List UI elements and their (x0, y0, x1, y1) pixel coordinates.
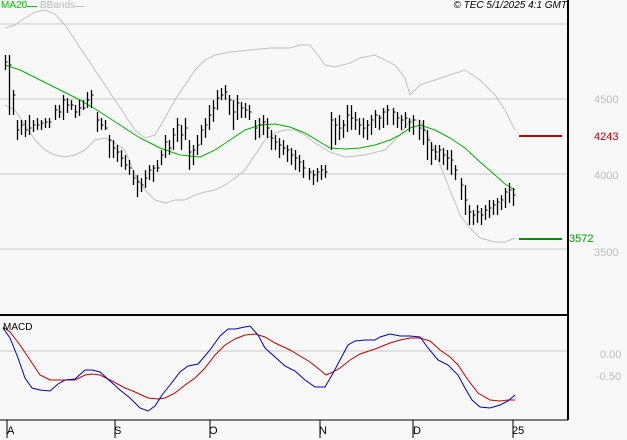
price-axis-label: 3500 (594, 247, 619, 259)
resistance-label: 4243 (594, 131, 619, 143)
macd-lines (2, 325, 516, 412)
x-tick-aug: A (7, 425, 15, 437)
chart-frame (0, 0, 569, 421)
legend-bbands: BBands (40, 0, 76, 11)
price-axis-label: 4500 (594, 94, 619, 106)
macd-axis-label: -0.50 (596, 371, 622, 383)
x-tick-2025: 25 (512, 425, 525, 437)
price-bars (4, 55, 516, 225)
x-axis-ticks (6, 420, 514, 438)
price-axis-label: 4000 (594, 170, 619, 182)
copyright-text: © TEC 5/1/2025 4:1 GMT (453, 0, 567, 11)
x-tick-oct: O (209, 425, 218, 437)
macd-title: MACD (3, 322, 33, 333)
ma20-line (4, 64, 516, 191)
macd-axis-label: 0.00 (600, 349, 622, 361)
x-tick-dec: D (413, 425, 421, 437)
x-tick-sep: S (114, 425, 122, 437)
support-label: 3572 (569, 233, 594, 245)
legend-bbands-swatch (75, 6, 84, 7)
legend-ma20: MA20 (1, 0, 28, 11)
legend-ma20-swatch (27, 6, 37, 7)
price-gridlines (0, 23, 568, 250)
support-resistance-lines (519, 135, 562, 240)
x-tick-nov: N (319, 425, 327, 437)
